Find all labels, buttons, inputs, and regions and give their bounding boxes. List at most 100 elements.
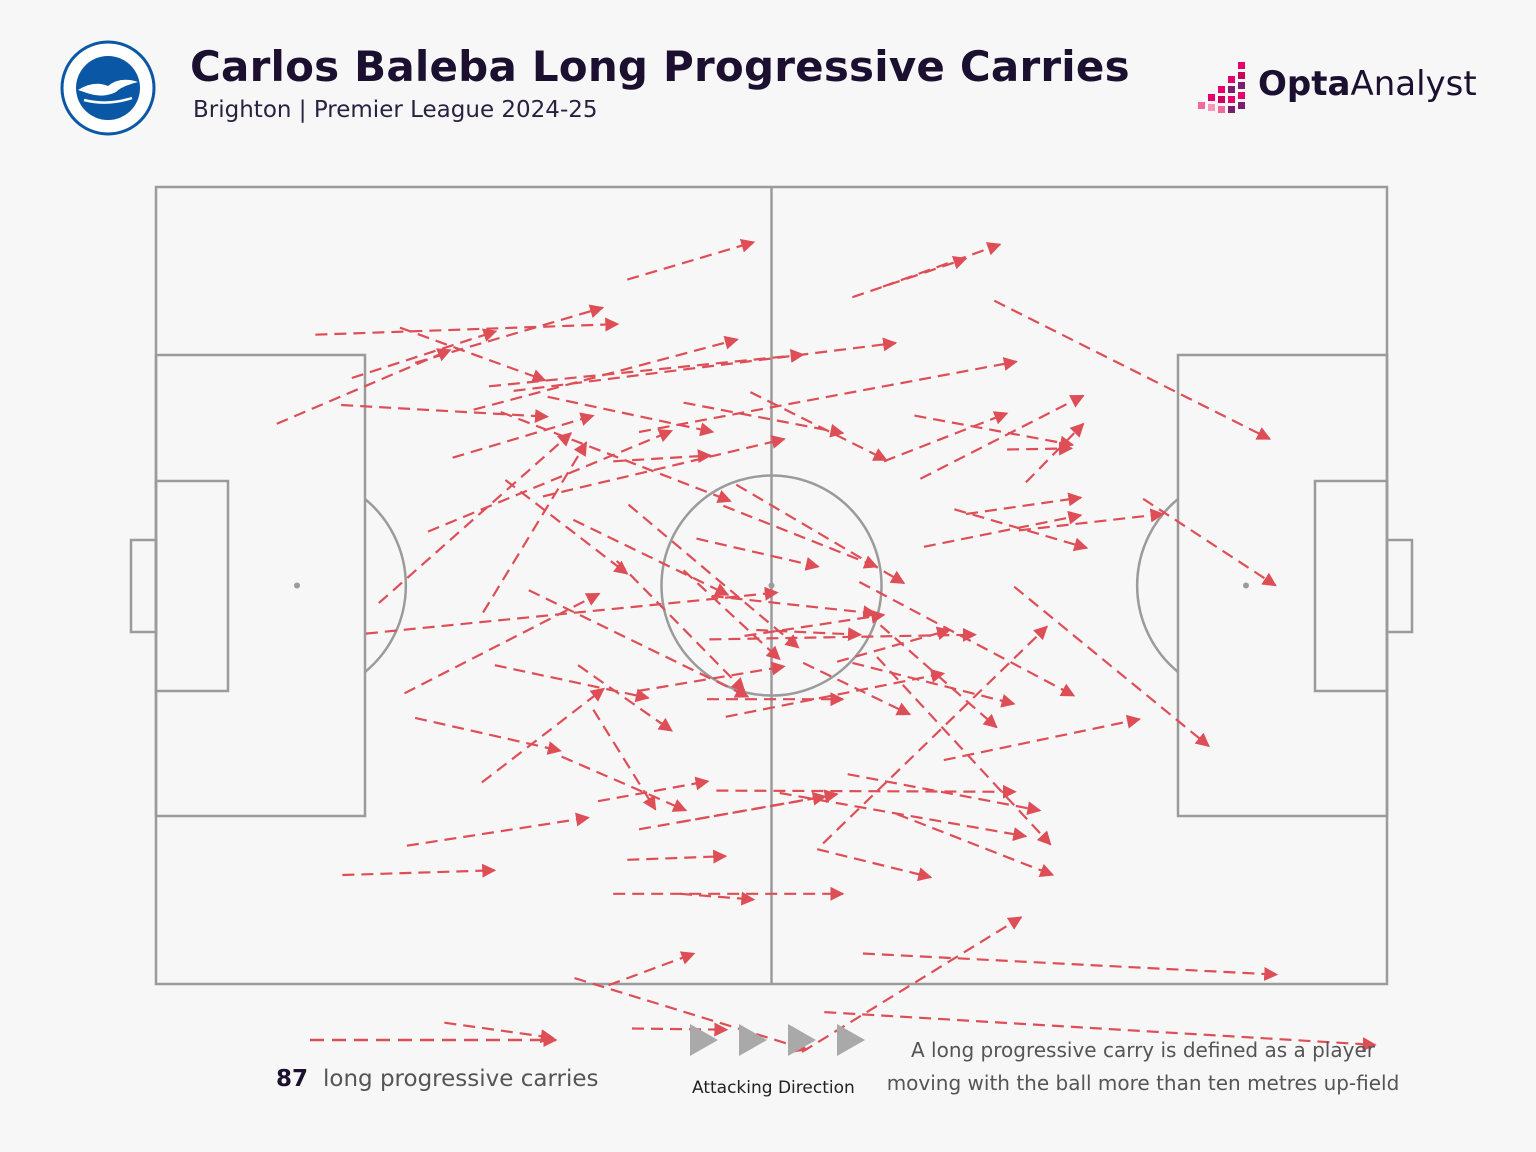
carry-arrow xyxy=(504,479,629,575)
carry-arrow xyxy=(923,510,1083,548)
carry-arrow xyxy=(500,410,732,504)
carry-arrow xyxy=(574,977,809,1053)
carry-arrow xyxy=(342,863,497,878)
carry-arrow xyxy=(749,391,888,462)
attacking-direction-arrows xyxy=(690,1024,865,1056)
carry-arrow xyxy=(608,951,696,987)
page-title: Carlos Baleba Long Progressive Carries xyxy=(190,42,1130,91)
carry-arrow xyxy=(365,586,779,635)
carry-arrow xyxy=(577,664,673,732)
right-penalty-area xyxy=(1176,353,1389,818)
badge-wave xyxy=(83,96,133,104)
carry-arrow xyxy=(678,789,839,824)
direction-arrow-icon xyxy=(739,1024,767,1056)
left-penalty-spot xyxy=(294,582,300,589)
carry-arrow xyxy=(858,581,1076,697)
right-six-yard-box xyxy=(1313,479,1389,693)
carry-arrow xyxy=(1007,441,1073,456)
carry-arrow xyxy=(735,483,906,585)
carry-arrow xyxy=(631,1022,729,1037)
carry-arrow xyxy=(862,952,1279,981)
carry-arrow xyxy=(626,238,756,281)
centre-spot xyxy=(768,582,775,589)
carry-arrow xyxy=(682,569,781,661)
carry-arrow xyxy=(879,624,998,729)
carry-arrow xyxy=(414,304,605,364)
seagull-icon xyxy=(78,79,138,96)
carry-arrow xyxy=(696,537,820,571)
brand-light: Analyst xyxy=(1350,64,1477,104)
carry-arrow xyxy=(561,755,688,812)
carry-arrow xyxy=(722,504,879,569)
carries-count-label: long progressive carries xyxy=(323,1066,599,1092)
carry-arrow xyxy=(744,609,886,637)
carry-arrow xyxy=(943,714,1141,762)
carry-definition: A long progressive carry is defined as a… xyxy=(886,1038,1400,1095)
carry-arrow xyxy=(403,592,601,695)
direction-arrow-icon xyxy=(690,1024,718,1056)
carry-arrow xyxy=(954,508,1089,552)
carry-arrow xyxy=(473,335,739,411)
carry-arrow xyxy=(276,348,452,425)
carry-arrow xyxy=(876,656,1052,846)
carry-arrow xyxy=(836,626,952,663)
carry-arrow xyxy=(547,395,715,437)
carry-arrow xyxy=(683,401,845,438)
carry-arrow xyxy=(592,709,657,811)
carry-arrow xyxy=(627,503,800,649)
carry-arrow xyxy=(756,627,862,642)
attacking-direction-label: Attacking Direction xyxy=(692,1078,855,1098)
carry-arrow xyxy=(528,589,750,698)
left-six-yard-box xyxy=(154,479,230,693)
carry-arrow xyxy=(637,661,786,693)
carry-arrow xyxy=(822,625,1049,845)
club-badge xyxy=(60,40,156,136)
carry-arrow xyxy=(1018,508,1165,532)
carry-arrow xyxy=(1025,422,1085,484)
left-goal xyxy=(129,538,158,634)
opta-pixel-icon xyxy=(1198,62,1245,113)
carry-arrow xyxy=(597,776,710,803)
carry-arrow xyxy=(896,813,1055,877)
pitch-spots xyxy=(294,582,1249,589)
carry-arrow xyxy=(914,414,1075,450)
carry-arrow xyxy=(481,687,605,784)
carry-arrow xyxy=(542,435,786,498)
carry-arrow xyxy=(680,891,756,906)
carry-arrow xyxy=(779,791,1028,842)
carry-arrow xyxy=(513,337,898,392)
carry-arrow xyxy=(1013,585,1210,747)
carry-arrow xyxy=(399,326,547,383)
carries-layer xyxy=(276,238,1377,1053)
direction-arrow-icon xyxy=(837,1024,865,1056)
right-goal xyxy=(1385,538,1414,634)
carry-arrow xyxy=(613,449,712,464)
carry-arrow xyxy=(351,328,498,380)
brand-bold: Opta xyxy=(1258,64,1351,104)
carry-arrow xyxy=(882,242,1002,288)
carry-arrow xyxy=(824,1011,1377,1052)
carry-arrow xyxy=(709,627,977,642)
carry-arrow xyxy=(572,518,730,596)
carry-arrow xyxy=(883,411,1009,463)
page-subtitle: Brighton | Premier League 2024-25 xyxy=(193,97,598,123)
carry-arrow xyxy=(378,432,573,604)
pitch-markings xyxy=(129,185,1414,986)
carry-arrow xyxy=(711,594,878,620)
right-penalty-arc xyxy=(1135,498,1179,673)
left-penalty-arc xyxy=(364,498,408,673)
left-penalty-area xyxy=(154,353,367,818)
carries-count: 87 xyxy=(276,1066,309,1092)
carry-arrow xyxy=(315,317,620,336)
centre-circle xyxy=(660,474,883,697)
carry-arrow xyxy=(852,661,1016,708)
brand-logo: OptaAnalyst xyxy=(1196,58,1486,116)
carry-arrow xyxy=(627,849,728,864)
carry-arrow xyxy=(638,357,1018,434)
carry-arrow xyxy=(965,492,1083,516)
carry-arrow xyxy=(1142,497,1277,587)
carry-arrow xyxy=(452,412,595,459)
carry-arrow xyxy=(716,784,1017,799)
carry-arrow xyxy=(482,441,588,614)
